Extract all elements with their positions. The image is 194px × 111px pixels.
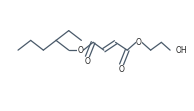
- Text: O: O: [84, 57, 90, 66]
- Text: O: O: [136, 38, 142, 47]
- Text: O: O: [77, 46, 83, 55]
- Text: O: O: [118, 65, 124, 74]
- Text: OH: OH: [176, 46, 188, 55]
